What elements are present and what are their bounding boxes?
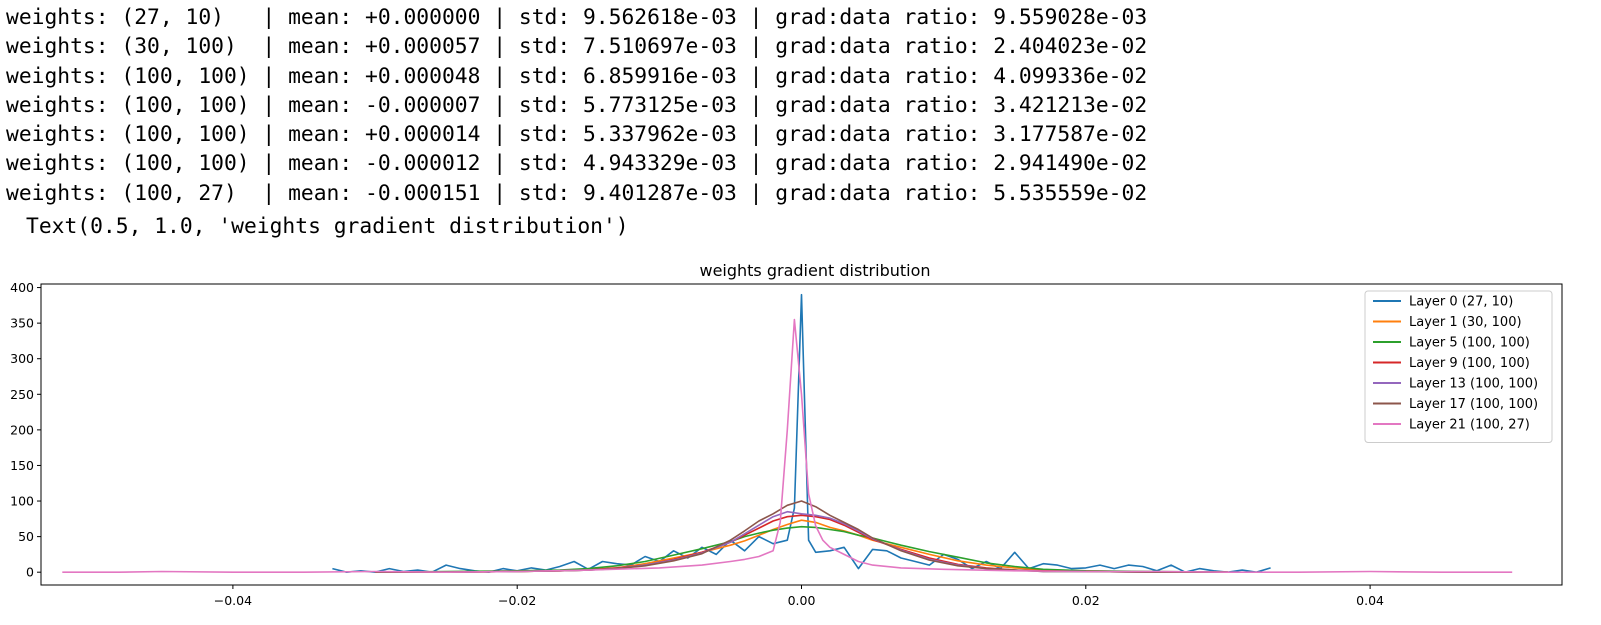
series-line-5 [375, 500, 1228, 574]
legend-label: Layer 9 (100, 100) [1409, 356, 1530, 371]
output-line: weights: (27, 10) | mean: +0.000000 | st… [6, 5, 1148, 30]
y-tick-label: 100 [10, 494, 34, 509]
x-tick-label: 0.04 [1356, 593, 1384, 608]
legend-label: Layer 21 (100, 27) [1409, 418, 1530, 433]
y-tick-label: 200 [10, 422, 34, 437]
legend-label: Layer 0 (27, 10) [1409, 295, 1513, 310]
y-tick-label: 400 [10, 280, 34, 295]
gradient-chart: weights gradient distribution 0 50 100 150 2… [10, 261, 1563, 608]
repr-output: Text(0.5, 1.0, 'weights gradient distrib… [26, 214, 629, 239]
y-tick-label: 0 [26, 565, 34, 580]
legend: Layer 0 (27, 10) Layer 1 (30, 100) Layer 5… [1364, 290, 1553, 443]
output-line: weights: (100, 27) | mean: -0.000151 | s… [6, 180, 1148, 206]
legend-label: Layer 17 (100, 100) [1409, 397, 1538, 412]
chart-title: weights gradient distribution [699, 261, 930, 280]
series-lines [62, 293, 1513, 574]
y-tick-label: 350 [10, 316, 34, 331]
y-tick-label: 300 [10, 351, 34, 366]
x-tick-label: 0.00 [788, 593, 816, 608]
legend-box [1364, 290, 1553, 443]
output-line: weights: (100, 100) | mean: +0.000014 | … [6, 122, 1148, 148]
legend-label: Layer 13 (100, 100) [1409, 377, 1538, 392]
stats-output: weights: (27, 10) | mean: +0.000000 | st… [6, 3, 1147, 208]
series-line-2 [375, 525, 1228, 573]
y-axis: 0 50 100 150 200 250 300 350 400 [10, 280, 41, 580]
legend-label: Layer 5 (100, 100) [1409, 336, 1530, 351]
output-line: weights: (100, 100) | mean: -0.000007 | … [6, 92, 1148, 118]
output-line: weights: (30, 100) | mean: +0.000057 | s… [6, 34, 1148, 60]
y-tick-label: 150 [10, 458, 34, 473]
series-line-0 [332, 293, 1271, 574]
output-line: weights: (100, 100) | mean: +0.000048 | … [6, 63, 1148, 89]
y-tick-label: 50 [18, 529, 34, 544]
x-tick-label: −0.04 [214, 593, 252, 608]
x-axis: −0.04 −0.02 0.00 0.02 0.04 [214, 585, 1384, 608]
y-tick-label: 250 [10, 387, 34, 402]
output-line: weights: (100, 100) | mean: -0.000012 | … [6, 151, 1148, 177]
series-line-3 [375, 514, 1228, 574]
legend-label: Layer 1 (30, 100) [1409, 315, 1522, 330]
series-line-6 [62, 318, 1513, 574]
x-tick-label: 0.02 [1072, 593, 1100, 608]
axes-frame [40, 283, 1563, 586]
x-tick-label: −0.02 [498, 593, 536, 608]
